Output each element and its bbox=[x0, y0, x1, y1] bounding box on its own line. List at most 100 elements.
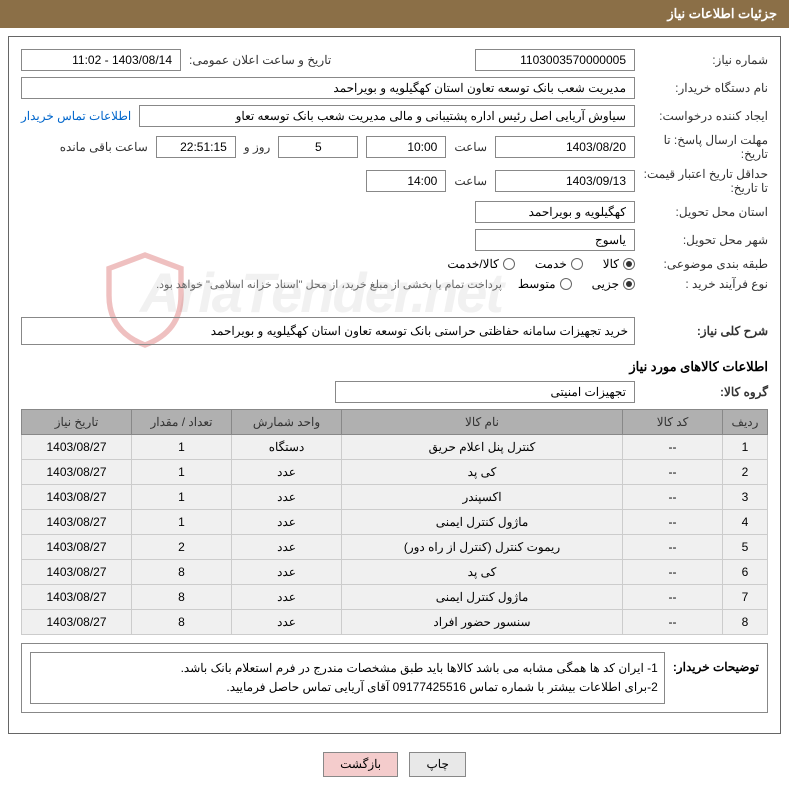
time-label-1: ساعت bbox=[454, 140, 487, 154]
row-deadline: مهلت ارسال پاسخ: تا تاریخ: 1403/08/20 سا… bbox=[21, 133, 768, 161]
table-cell: ماژول کنترل ایمنی bbox=[342, 510, 623, 535]
print-button[interactable]: چاپ bbox=[409, 752, 465, 777]
back-button[interactable]: بازگشت bbox=[323, 752, 398, 777]
row-category: طبقه بندی موضوعی: کالا خدمت کالا/خدمت bbox=[21, 257, 768, 271]
table-cell: عدد bbox=[232, 610, 342, 635]
table-cell: ریموت کنترل (کنترل از راه دور) bbox=[342, 535, 623, 560]
th-name: نام کالا bbox=[342, 410, 623, 435]
table-cell: 3 bbox=[723, 485, 768, 510]
category-label: طبقه بندی موضوعی: bbox=[643, 257, 768, 271]
table-header-row: ردیف کد کالا نام کالا واحد شمارش تعداد /… bbox=[22, 410, 768, 435]
table-cell: 2 bbox=[723, 460, 768, 485]
main-container: جزئیات اطلاعات نیاز AriaTender.net شماره… bbox=[0, 0, 789, 787]
table-cell: 1403/08/27 bbox=[22, 585, 132, 610]
row-process: نوع فرآیند خرید : جزیی متوسط پرداخت تمام… bbox=[21, 277, 768, 291]
row-province: استان محل تحویل: کهگیلویه و بویراحمد bbox=[21, 201, 768, 223]
radio-goods[interactable]: کالا bbox=[603, 257, 635, 271]
validity-label: حداقل تاریخ اعتبار قیمت: تا تاریخ: bbox=[643, 167, 768, 195]
deadline-time-value: 10:00 bbox=[366, 136, 446, 158]
table-cell: -- bbox=[623, 485, 723, 510]
table-cell: 1403/08/27 bbox=[22, 560, 132, 585]
page-title: جزئیات اطلاعات نیاز bbox=[667, 6, 777, 21]
group-label: گروه کالا: bbox=[643, 385, 768, 399]
table-row: 4--ماژول کنترل ایمنیعدد11403/08/27 bbox=[22, 510, 768, 535]
table-cell: -- bbox=[623, 560, 723, 585]
table-row: 8--سنسور حضور افرادعدد81403/08/27 bbox=[22, 610, 768, 635]
buyer-org-label: نام دستگاه خریدار: bbox=[643, 81, 768, 95]
th-unit: واحد شمارش bbox=[232, 410, 342, 435]
table-cell: -- bbox=[623, 585, 723, 610]
items-section-title: اطلاعات کالاهای مورد نیاز bbox=[21, 359, 768, 375]
table-cell: عدد bbox=[232, 485, 342, 510]
payment-note: پرداخت تمام یا بخشی از مبلغ خرید، از محل… bbox=[156, 278, 502, 291]
validity-time-value: 14:00 bbox=[366, 170, 446, 192]
radio-goods-label: کالا bbox=[603, 257, 619, 271]
th-date: تاریخ نیاز bbox=[22, 410, 132, 435]
radio-partial[interactable]: جزیی bbox=[592, 277, 635, 291]
row-city: شهر محل تحویل: یاسوج bbox=[21, 229, 768, 251]
table-row: 6--کی پدعدد81403/08/27 bbox=[22, 560, 768, 585]
table-cell: -- bbox=[623, 435, 723, 460]
table-row: 5--ریموت کنترل (کنترل از راه دور)عدد2140… bbox=[22, 535, 768, 560]
radio-icon bbox=[560, 278, 572, 290]
radio-medium[interactable]: متوسط bbox=[518, 277, 572, 291]
table-cell: 5 bbox=[723, 535, 768, 560]
city-label: شهر محل تحویل: bbox=[643, 233, 768, 247]
deadline-date-value: 1403/08/20 bbox=[495, 136, 635, 158]
table-cell: سنسور حضور افراد bbox=[342, 610, 623, 635]
content-panel: AriaTender.net شماره نیاز: 1103003570000… bbox=[8, 36, 781, 734]
table-cell: 1403/08/27 bbox=[22, 610, 132, 635]
table-cell: 1 bbox=[723, 435, 768, 460]
table-cell: -- bbox=[623, 610, 723, 635]
button-row: چاپ بازگشت bbox=[0, 742, 789, 787]
announce-date-value: 1403/08/14 - 11:02 bbox=[21, 49, 181, 71]
table-cell: کی پد bbox=[342, 560, 623, 585]
table-cell: 1 bbox=[132, 435, 232, 460]
table-cell: 8 bbox=[132, 585, 232, 610]
table-cell: اکسپندر bbox=[342, 485, 623, 510]
row-requester: ایجاد کننده درخواست: سیاوش آریایی اصل رئ… bbox=[21, 105, 768, 127]
table-cell: 1 bbox=[132, 510, 232, 535]
page-header: جزئیات اطلاعات نیاز bbox=[0, 0, 789, 28]
radio-both[interactable]: کالا/خدمت bbox=[447, 257, 514, 271]
table-cell: 6 bbox=[723, 560, 768, 585]
time-label-2: ساعت bbox=[454, 174, 487, 188]
contact-link[interactable]: اطلاعات تماس خریدار bbox=[21, 109, 131, 123]
need-number-value: 1103003570000005 bbox=[475, 49, 635, 71]
table-cell: 8 bbox=[132, 610, 232, 635]
radio-service-label: خدمت bbox=[535, 257, 567, 271]
th-code: کد کالا bbox=[623, 410, 723, 435]
table-cell: 7 bbox=[723, 585, 768, 610]
table-cell: دستگاه bbox=[232, 435, 342, 460]
table-cell: -- bbox=[623, 535, 723, 560]
table-row: 1--کنترل پنل اعلام حریقدستگاه11403/08/27 bbox=[22, 435, 768, 460]
remaining-days-value: 5 bbox=[278, 136, 358, 158]
requester-value: سیاوش آریایی اصل رئیس اداره پشتیبانی و م… bbox=[139, 105, 635, 127]
remaining-time-value: 22:51:15 bbox=[156, 136, 236, 158]
days-label: روز و bbox=[244, 140, 271, 154]
table-row: 7--ماژول کنترل ایمنیعدد81403/08/27 bbox=[22, 585, 768, 610]
table-cell: 1 bbox=[132, 485, 232, 510]
table-cell: عدد bbox=[232, 460, 342, 485]
radio-icon bbox=[623, 258, 635, 270]
table-cell: 1403/08/27 bbox=[22, 485, 132, 510]
table-cell: 8 bbox=[723, 610, 768, 635]
process-radio-group: جزیی متوسط bbox=[518, 277, 635, 291]
table-cell: ماژول کنترل ایمنی bbox=[342, 585, 623, 610]
items-table: ردیف کد کالا نام کالا واحد شمارش تعداد /… bbox=[21, 409, 768, 635]
radio-icon bbox=[623, 278, 635, 290]
table-cell: 2 bbox=[132, 535, 232, 560]
radio-partial-label: جزیی bbox=[592, 277, 619, 291]
table-cell: عدد bbox=[232, 535, 342, 560]
row-need-number: شماره نیاز: 1103003570000005 تاریخ و ساع… bbox=[21, 49, 768, 71]
table-cell: -- bbox=[623, 510, 723, 535]
table-cell: 1 bbox=[132, 460, 232, 485]
need-number-label: شماره نیاز: bbox=[643, 53, 768, 67]
radio-icon bbox=[503, 258, 515, 270]
radio-service[interactable]: خدمت bbox=[535, 257, 583, 271]
table-cell: 1403/08/27 bbox=[22, 535, 132, 560]
table-cell: 1403/08/27 bbox=[22, 510, 132, 535]
row-group: گروه کالا: تجهیزات امنیتی bbox=[21, 381, 768, 403]
th-row: ردیف bbox=[723, 410, 768, 435]
process-label: نوع فرآیند خرید : bbox=[643, 277, 768, 291]
